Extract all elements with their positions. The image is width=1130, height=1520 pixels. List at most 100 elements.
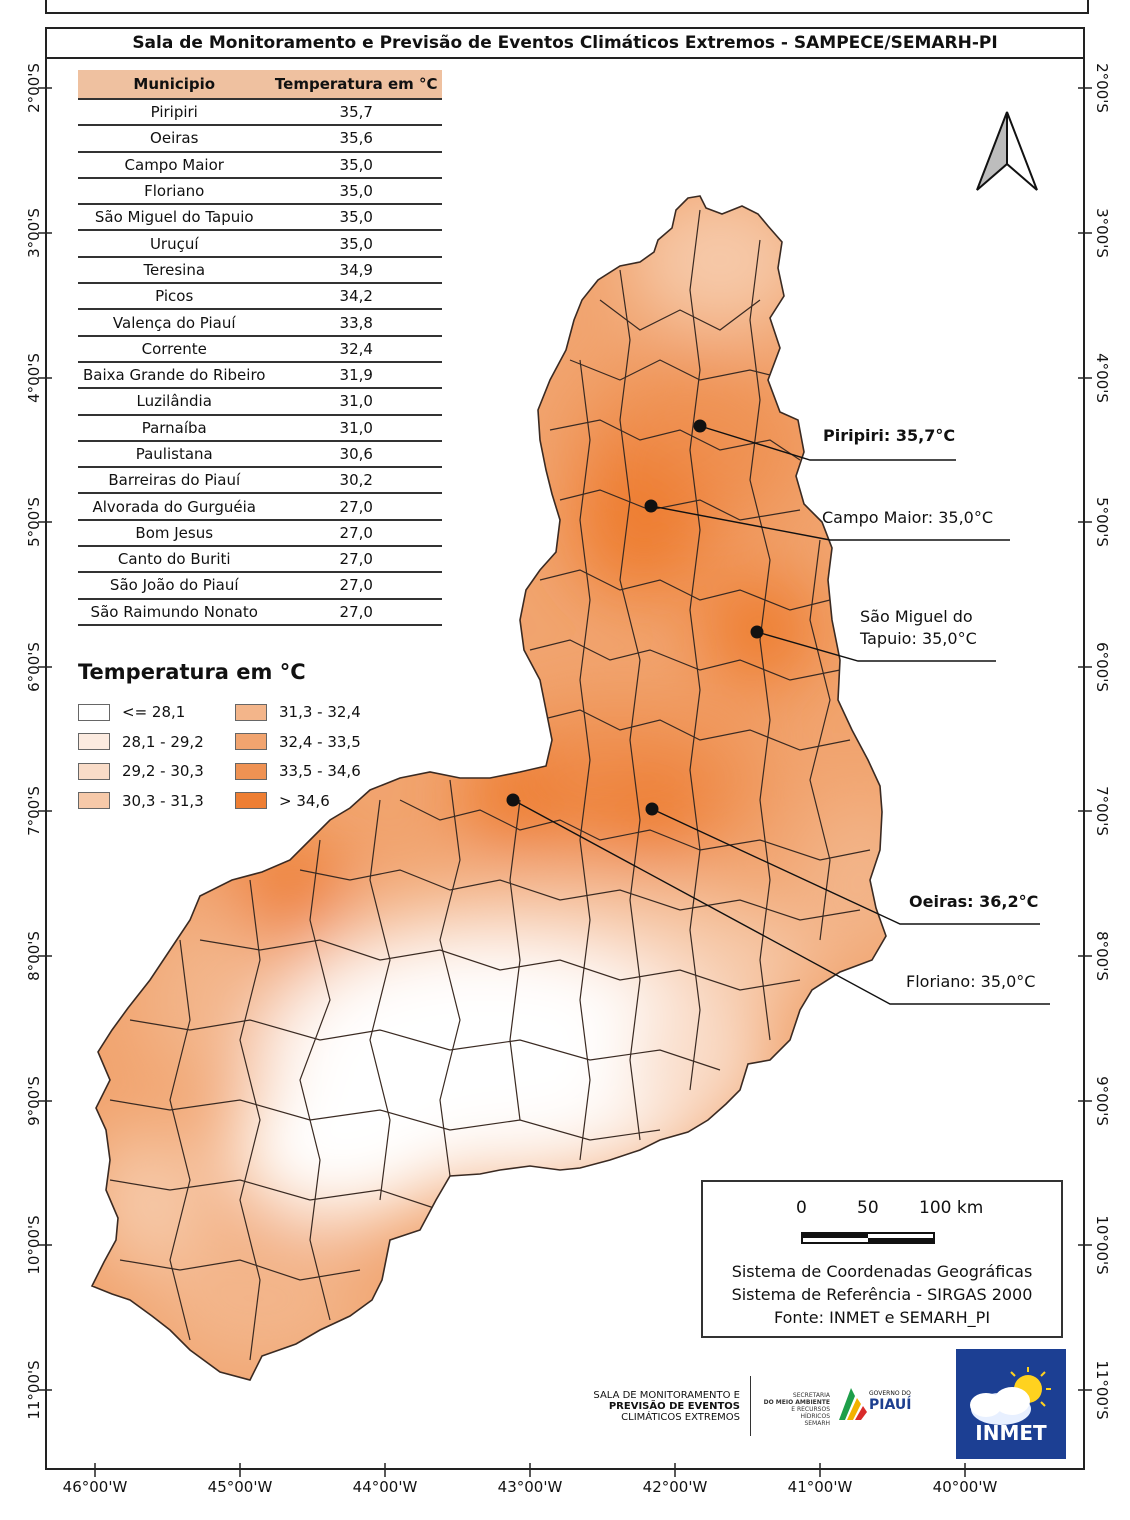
callout-sao-miguel: São Miguel do Tapuio: 35,0°C — [860, 607, 977, 648]
lat-label-left: 8°00'S — [25, 931, 43, 981]
legend-swatch — [78, 792, 110, 809]
municipio-cell: Canto do Buriti — [78, 546, 271, 574]
temperature-cell: 35,7 — [270, 99, 442, 127]
table-row: Uruçuí 35,0 — [78, 230, 442, 258]
temperature-cell: 27,0 — [270, 493, 442, 521]
table-row: Valença do Piauí 33,8 — [78, 309, 442, 337]
legend-item: 31,3 - 32,4 — [235, 703, 361, 721]
legend-item: 33,5 - 34,6 — [235, 762, 361, 780]
scale-label-0: 0 — [796, 1198, 807, 1218]
municipio-cell: Oeiras — [78, 125, 271, 153]
legend-item: 28,1 - 29,2 — [78, 733, 204, 751]
table-row: Alvorada do Gurguéia 27,0 — [78, 493, 442, 521]
temperature-cell: 27,0 — [270, 519, 442, 548]
cloud-sun-icon — [970, 1367, 1051, 1425]
lat-label-right: 9°00'S — [1093, 1076, 1111, 1126]
municipio-cell: São Raimundo Nonato — [78, 598, 271, 626]
header-temperatura: Temperatura em °C — [270, 70, 442, 100]
table-row: Teresina 34,9 — [78, 256, 442, 285]
scale-and-info-box: 0 50 100 km Sistema de Coordenadas Geogr… — [701, 1180, 1063, 1338]
lat-label-left: 7°00'S — [25, 786, 43, 836]
temperature-cell: 33,8 — [270, 309, 442, 337]
legend-swatch — [235, 792, 267, 809]
table-row: Bom Jesus 27,0 — [78, 519, 442, 548]
legend-label: 28,1 - 29,2 — [122, 732, 204, 751]
table-row: Picos 34,2 — [78, 283, 442, 311]
temperature-cell: 35,0 — [270, 177, 442, 206]
municipio-cell: Parnaíba — [78, 414, 271, 442]
municipio-cell: São João do Piauí — [78, 572, 271, 600]
inmet-logo: INMET — [956, 1349, 1066, 1459]
lat-label-left: 4°00'S — [25, 353, 43, 403]
legend-label: 30,3 - 31,3 — [122, 791, 204, 810]
piaui-emblem-icon — [839, 1388, 867, 1420]
lat-label-right: 8°00'S — [1093, 931, 1111, 981]
lon-label: 44°00'W — [352, 1478, 418, 1496]
table-row: Oeiras 35,6 — [78, 125, 442, 153]
legend-item: 29,2 - 30,3 — [78, 762, 204, 780]
table-row: Barreiras do Piauí 30,2 — [78, 467, 442, 495]
legend-swatch — [235, 762, 267, 780]
lat-label-right: 11°00'S — [1093, 1360, 1111, 1420]
municipio-cell: Uruçuí — [78, 230, 271, 258]
callout-floriano: Floriano: 35,0°C — [906, 972, 1036, 991]
table-row: São Miguel do Tapuio 35,0 — [78, 204, 442, 232]
legend-swatch — [78, 762, 110, 780]
temperature-cell: 27,0 — [270, 572, 442, 600]
lon-label: 45°00'W — [207, 1478, 273, 1496]
temperature-cell: 35,0 — [270, 151, 442, 179]
temperature-cell: 30,2 — [270, 467, 442, 495]
city-points — [506, 419, 764, 816]
callout-leaders — [512, 425, 1050, 1005]
legend-swatch — [235, 703, 267, 721]
governo-piaui-logo: GOVERNO DO PIAUÍ — [835, 1384, 915, 1424]
lat-label-left: 3°00'S — [25, 208, 43, 258]
table-row: Parnaíba 31,0 — [78, 414, 442, 442]
municipio-cell: Teresina — [78, 256, 271, 285]
municipio-cell: Floriano — [78, 177, 271, 206]
municipio-cell: Luzilândia — [78, 388, 271, 416]
lat-label-left: 11°00'S — [25, 1360, 43, 1420]
legend-title: Temperatura em °C — [78, 660, 306, 684]
legend-item: <= 28,1 — [78, 703, 185, 721]
municipio-cell: Bom Jesus — [78, 519, 271, 548]
table-header-row: Municipio Temperatura em °C — [78, 70, 442, 100]
lon-label: 43°00'W — [497, 1478, 563, 1496]
temperature-cell: 35,0 — [270, 204, 442, 232]
inmet-logo-text: INMET — [975, 1421, 1047, 1445]
legend-swatch — [78, 703, 110, 721]
lat-label-right: 5°00'S — [1093, 497, 1111, 547]
legend-item: 30,3 - 31,3 — [78, 792, 204, 810]
lat-label-right: 2°00'S — [1093, 63, 1111, 113]
point-sao-miguel — [750, 625, 764, 639]
temperature-cell: 34,9 — [270, 256, 442, 285]
scale-bar — [801, 1232, 935, 1244]
lon-label: 41°00'W — [787, 1478, 853, 1496]
table-row: Corrente 32,4 — [78, 335, 442, 363]
municipio-cell: Paulistana — [78, 440, 271, 469]
lat-label-right: 6°00'S — [1093, 642, 1111, 692]
temperature-cell: 35,0 — [270, 230, 442, 258]
municipio-cell: Valença do Piauí — [78, 309, 271, 337]
municipality-temperature-table: Municipio Temperatura em °C Piripiri 35,7… — [78, 70, 442, 626]
semarh-logo: SECRETARIA DO MEIO AMBIENTE E RECURSOS H… — [763, 1392, 830, 1427]
scale-label-50: 50 — [857, 1198, 879, 1218]
header-municipio: Municipio — [78, 70, 271, 100]
temperature-cell: 27,0 — [270, 546, 442, 574]
table-row: Piripiri 35,7 — [78, 99, 442, 127]
logo-divider — [750, 1376, 751, 1436]
point-oeiras — [645, 802, 659, 816]
legend-swatch — [235, 733, 267, 750]
table-row: Baixa Grande do Ribeiro 31,9 — [78, 361, 442, 390]
temperature-cell: 30,6 — [270, 440, 442, 469]
map-title: Sala de Monitoramento e Previsão de Even… — [45, 27, 1085, 59]
point-piripiri — [693, 419, 707, 433]
lat-label-right: 4°00'S — [1093, 353, 1111, 403]
legend-label: 33,5 - 34,6 — [279, 762, 361, 780]
municipio-cell: Campo Maior — [78, 151, 271, 179]
lat-label-right: 10°00'S — [1093, 1215, 1111, 1275]
legend-label: 32,4 - 33,5 — [279, 732, 361, 751]
lon-label: 42°00'W — [642, 1478, 708, 1496]
municipal-boundaries — [109, 209, 871, 1361]
temperature-cell: 34,2 — [270, 283, 442, 311]
